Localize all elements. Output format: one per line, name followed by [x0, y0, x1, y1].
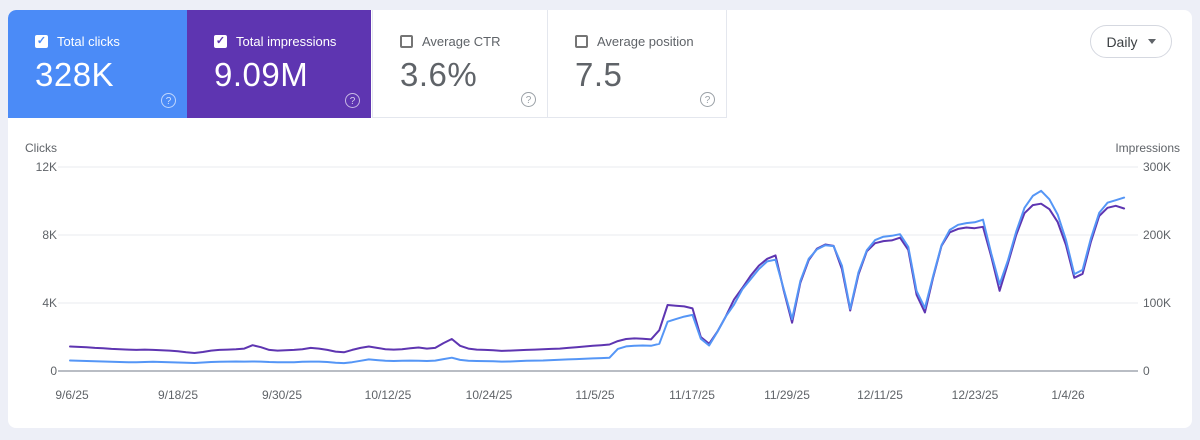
total-clicks-help-icon[interactable]: ?	[161, 93, 176, 108]
x-axis-date: 1/4/26	[1051, 388, 1085, 402]
granularity-value: Daily	[1106, 33, 1138, 50]
x-axis-date: 11/29/25	[764, 388, 810, 402]
x-axis-date: 10/12/25	[364, 388, 412, 402]
right-axis-title: Impressions	[1115, 141, 1180, 155]
total-clicks-label: Total clicks	[57, 34, 120, 49]
performance-panel: ✓ Total clicks 328K ? ✓ Total impression…	[8, 10, 1192, 428]
total-impressions-checkbox[interactable]: ✓	[214, 35, 227, 48]
x-axis-date: 10/24/25	[465, 388, 513, 402]
total-impressions-label: Total impressions	[236, 34, 337, 49]
right-axis-tick: 200K	[1143, 228, 1172, 242]
left-axis-tick: 12K	[35, 160, 57, 174]
total-impressions-value: 9.09M	[214, 56, 309, 93]
left-axis-tick: 4K	[42, 296, 57, 310]
x-axis-date: 11/17/25	[669, 388, 715, 402]
average-ctr-label: Average CTR	[422, 34, 501, 49]
left-axis-tick: 8K	[42, 228, 57, 242]
right-axis-tick: 300K	[1143, 160, 1172, 174]
average-position-help-icon[interactable]: ?	[700, 92, 715, 107]
x-axis-date: 9/6/25	[55, 388, 89, 402]
x-axis-date: 9/18/25	[157, 388, 199, 402]
total-clicks-value: 328K	[35, 56, 115, 93]
left-axis-title: Clicks	[25, 141, 57, 155]
average-ctr-checkbox[interactable]	[400, 35, 413, 48]
impressions-line	[69, 202, 1126, 354]
card-total-impressions[interactable]: ✓ Total impressions 9.09M ?	[187, 10, 371, 118]
card-total-clicks[interactable]: ✓ Total clicks 328K ?	[8, 10, 187, 118]
left-axis-tick: 0	[50, 364, 57, 378]
average-position-label: Average position	[597, 34, 694, 49]
total-impressions-help-icon[interactable]: ?	[345, 93, 360, 108]
average-position-value: 7.5	[575, 56, 623, 93]
average-ctr-value: 3.6%	[400, 56, 478, 93]
right-axis-tick: 0	[1143, 364, 1150, 378]
total-clicks-checkbox[interactable]: ✓	[35, 35, 48, 48]
average-ctr-help-icon[interactable]: ?	[521, 92, 536, 107]
x-axis-date: 12/23/25	[951, 388, 999, 402]
x-axis-date: 9/30/25	[261, 388, 303, 402]
x-axis-date: 12/11/25	[857, 388, 903, 402]
card-average-ctr[interactable]: Average CTR 3.6% ?	[372, 10, 547, 118]
average-position-checkbox[interactable]	[575, 35, 588, 48]
chevron-down-icon	[1147, 39, 1156, 44]
right-axis-tick: 100K	[1143, 296, 1172, 310]
granularity-dropdown[interactable]: Daily	[1090, 25, 1172, 58]
card-average-position[interactable]: Average position 7.5 ?	[547, 10, 727, 118]
x-axis-date: 11/5/25	[575, 388, 615, 402]
clicks-line	[69, 189, 1126, 365]
